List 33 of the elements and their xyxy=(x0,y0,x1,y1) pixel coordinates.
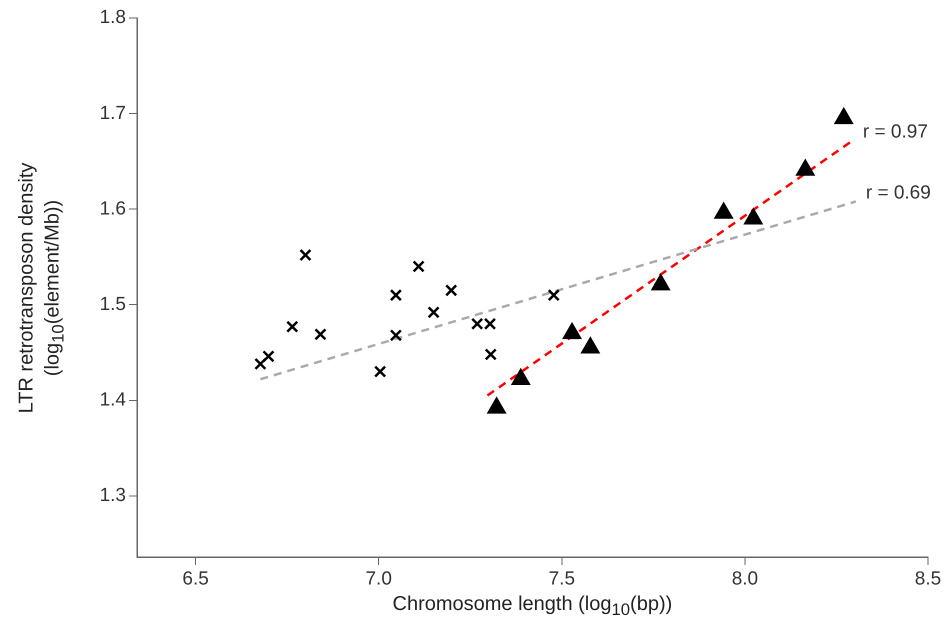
point xyxy=(714,202,733,219)
point xyxy=(390,288,402,302)
point xyxy=(299,248,312,262)
point xyxy=(834,108,853,124)
y-tick-label: 1.6 xyxy=(100,198,126,220)
point xyxy=(254,358,267,370)
point xyxy=(796,160,814,176)
y-tick-label: 1.8 xyxy=(100,7,126,28)
x-tick-label: 6.5 xyxy=(182,568,209,590)
annotation: r = 0.97 xyxy=(862,122,928,143)
annotation: r = 0.69 xyxy=(866,182,931,204)
point xyxy=(314,328,327,341)
y-tick-label: 1.7 xyxy=(100,102,126,124)
y-tick-label: 1.3 xyxy=(100,485,126,506)
point xyxy=(427,306,440,319)
point xyxy=(412,260,425,273)
point xyxy=(548,288,560,302)
x-tick-label: 7.0 xyxy=(365,568,392,590)
point xyxy=(471,318,484,330)
x-tick-label: 8.0 xyxy=(732,568,758,590)
x-axis-title: Chromosome length (log$_{10}$(bp)) xyxy=(392,592,672,621)
point xyxy=(484,318,496,330)
y-tick-label: 1.4 xyxy=(100,390,126,411)
point xyxy=(744,208,762,224)
point xyxy=(390,329,402,342)
point xyxy=(374,365,386,378)
point xyxy=(262,350,275,363)
x-tick-label: 8.5 xyxy=(914,568,942,590)
y-tick-label: 1.5 xyxy=(100,294,126,315)
point xyxy=(484,348,497,361)
point xyxy=(286,320,298,333)
x-tick-label: 7.5 xyxy=(548,568,576,590)
point xyxy=(445,284,458,297)
